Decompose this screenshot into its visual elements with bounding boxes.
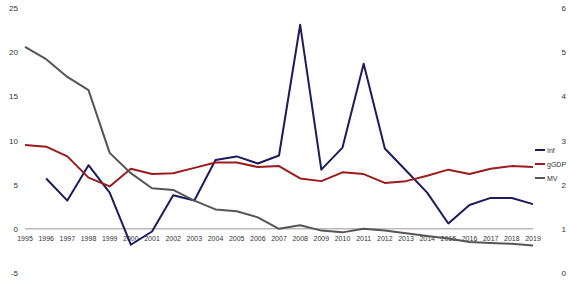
y2-tick-label: 3 xyxy=(562,137,567,146)
x-tick-label: 2003 xyxy=(187,235,203,242)
series-line xyxy=(25,47,533,246)
y2-tick-label: 2 xyxy=(562,181,567,190)
y-tick-label: 25 xyxy=(9,4,18,13)
legend-label: gGDP xyxy=(547,161,566,169)
x-tick-label: 2008 xyxy=(292,235,308,242)
y-tick-label: 5 xyxy=(14,181,19,190)
series-line xyxy=(46,25,533,245)
series-line xyxy=(25,145,533,187)
x-tick-label: 2013 xyxy=(398,235,414,242)
x-tick-label: 2017 xyxy=(483,235,499,242)
legend-label: Inf xyxy=(547,147,555,154)
y-tick-label: 15 xyxy=(9,92,18,101)
x-tick-label: 1997 xyxy=(60,235,76,242)
legend-swatch xyxy=(535,177,545,179)
x-tick-label: 2018 xyxy=(504,235,520,242)
x-tick-label: 2002 xyxy=(165,235,181,242)
x-tick-label: 2006 xyxy=(250,235,266,242)
y2-tick-label: 0 xyxy=(562,269,567,278)
plot-area xyxy=(25,25,533,246)
x-tick-label: 2009 xyxy=(314,235,330,242)
legend-label: MV xyxy=(547,175,558,182)
legend-swatch xyxy=(535,149,545,151)
x-tick-label: 2012 xyxy=(377,235,393,242)
x-tick-label: 2007 xyxy=(271,235,287,242)
y-tick-label: 10 xyxy=(9,137,18,146)
x-tick-label: 2005 xyxy=(229,235,245,242)
y-tick-label: -5 xyxy=(11,269,19,278)
y-tick-label: 20 xyxy=(9,48,18,57)
y2-tick-label: 4 xyxy=(562,92,567,101)
y2-tick-label: 1 xyxy=(562,225,567,234)
x-tick-label: 2011 xyxy=(356,235,371,242)
y-tick-label: 0 xyxy=(14,225,19,234)
y2-tick-label: 6 xyxy=(562,4,567,13)
x-tick-label: 1999 xyxy=(102,235,118,242)
chart: -5 0 5 10 15 20 25 0 1 2 3 4 5 6 1995 1996 1997 1998 1999 2… xyxy=(0,0,570,284)
x-tick-label: 2010 xyxy=(335,235,351,242)
y2-tick-label: 5 xyxy=(562,48,567,57)
x-tick-label: 2019 xyxy=(525,235,541,242)
x-tick-label: 1996 xyxy=(38,235,54,242)
x-tick-label: 1998 xyxy=(81,235,97,242)
x-tick-label: 1995 xyxy=(17,235,33,242)
legend-swatch xyxy=(535,163,545,165)
x-tick-label: 2004 xyxy=(208,235,224,242)
